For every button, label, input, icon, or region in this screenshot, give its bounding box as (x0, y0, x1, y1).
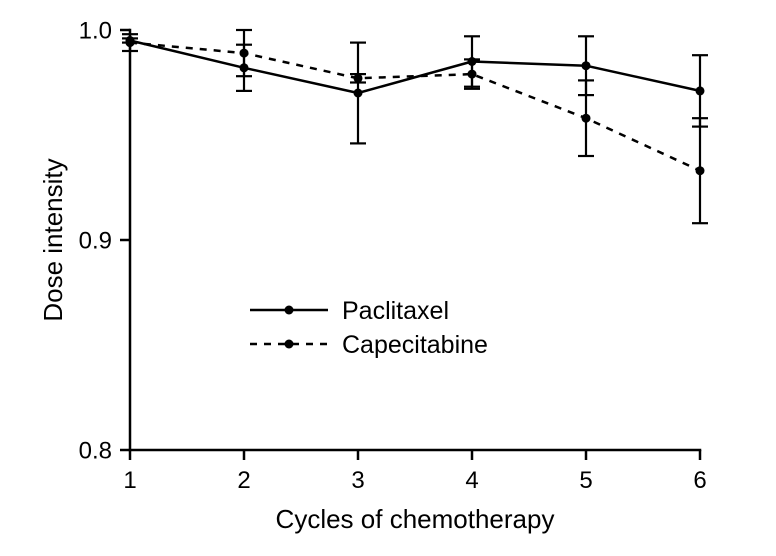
legend-label-1: Capecitabine (342, 331, 488, 359)
data-point (582, 61, 591, 70)
x-tick-label: 5 (579, 467, 592, 494)
x-tick-label: 1 (123, 467, 136, 494)
dose-intensity-chart: 1 2 3 4 5 6 0.8 0.9 1.0 Cycles of chemotherapy Dos… (0, 0, 776, 556)
data-point (354, 89, 363, 98)
chart-background (0, 0, 776, 556)
x-tick-label: 4 (465, 467, 478, 494)
legend-marker-1 (285, 340, 294, 349)
data-point (240, 49, 249, 58)
y-tick-label: 0.9 (79, 227, 112, 254)
legend-label-0: Paclitaxel (342, 297, 449, 325)
data-point (696, 86, 705, 95)
data-point (354, 74, 363, 83)
y-tick-label: 1.0 (79, 17, 112, 44)
data-point (126, 38, 135, 47)
y-axis-label: Dose intensity (38, 158, 68, 321)
x-tick-label: 2 (237, 467, 250, 494)
x-tick-label: 6 (693, 467, 706, 494)
data-point (582, 114, 591, 123)
y-tick-label: 0.8 (79, 437, 112, 464)
x-axis-label: Cycles of chemotherapy (276, 504, 555, 534)
x-tick-label: 3 (351, 467, 364, 494)
legend-marker-0 (285, 306, 294, 315)
data-point (468, 70, 477, 79)
data-point (696, 166, 705, 175)
chart-svg: 1 2 3 4 5 6 0.8 0.9 1.0 Cycles of chemotherapy Dos… (0, 0, 776, 556)
